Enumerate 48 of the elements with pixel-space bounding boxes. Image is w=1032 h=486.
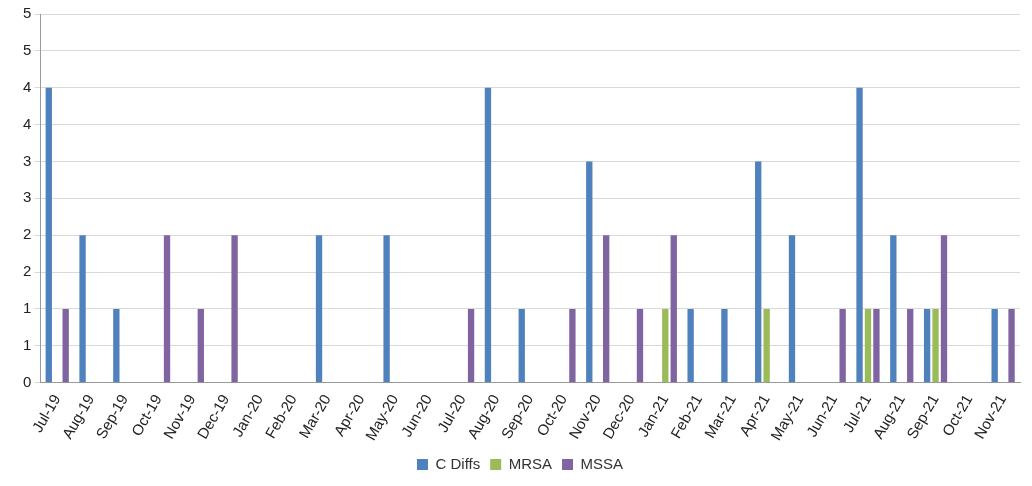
bar <box>636 308 644 383</box>
bar <box>670 235 677 383</box>
bar <box>856 87 863 383</box>
bar <box>932 308 939 383</box>
y-tick-label: 1 <box>23 335 32 353</box>
bar <box>940 235 948 383</box>
bar <box>923 308 931 383</box>
bar <box>839 308 846 383</box>
bar <box>788 235 796 383</box>
legend-label: C Diffs <box>435 454 481 472</box>
bar <box>1008 308 1015 383</box>
bar <box>231 235 238 383</box>
y-tick-label: 2 <box>23 262 32 280</box>
bar <box>484 87 492 383</box>
y-tick-label: 4 <box>23 77 32 95</box>
y-tick-label: 0 <box>23 372 32 390</box>
legend-label: MRSA <box>508 454 553 472</box>
y-tick-label: 3 <box>23 188 32 206</box>
bar <box>662 308 669 383</box>
y-tick-label: 4 <box>23 114 32 132</box>
bar <box>197 308 204 383</box>
bar <box>163 235 171 383</box>
bar <box>113 308 120 383</box>
bar <box>603 235 610 383</box>
legend-label: MSSA <box>580 454 624 472</box>
bar <box>79 235 86 383</box>
bar <box>890 235 897 383</box>
bar <box>721 308 728 383</box>
bar <box>383 235 390 383</box>
y-tick-label: 2 <box>23 225 32 243</box>
bar <box>467 308 475 383</box>
bar <box>45 87 52 383</box>
bar <box>569 308 576 383</box>
bar <box>687 308 694 383</box>
bar <box>755 161 762 383</box>
y-tick-label: 3 <box>23 151 32 169</box>
bar <box>62 308 69 383</box>
y-tick-label: 1 <box>23 299 32 317</box>
bar <box>991 308 998 383</box>
bar <box>315 235 323 383</box>
bar <box>873 308 880 383</box>
bar <box>518 308 525 383</box>
bar <box>586 161 593 383</box>
bar <box>763 308 770 383</box>
y-tick-label: 5 <box>23 41 32 59</box>
bar <box>864 308 872 383</box>
y-tick-label: 5 <box>23 4 32 22</box>
bar <box>907 308 914 383</box>
